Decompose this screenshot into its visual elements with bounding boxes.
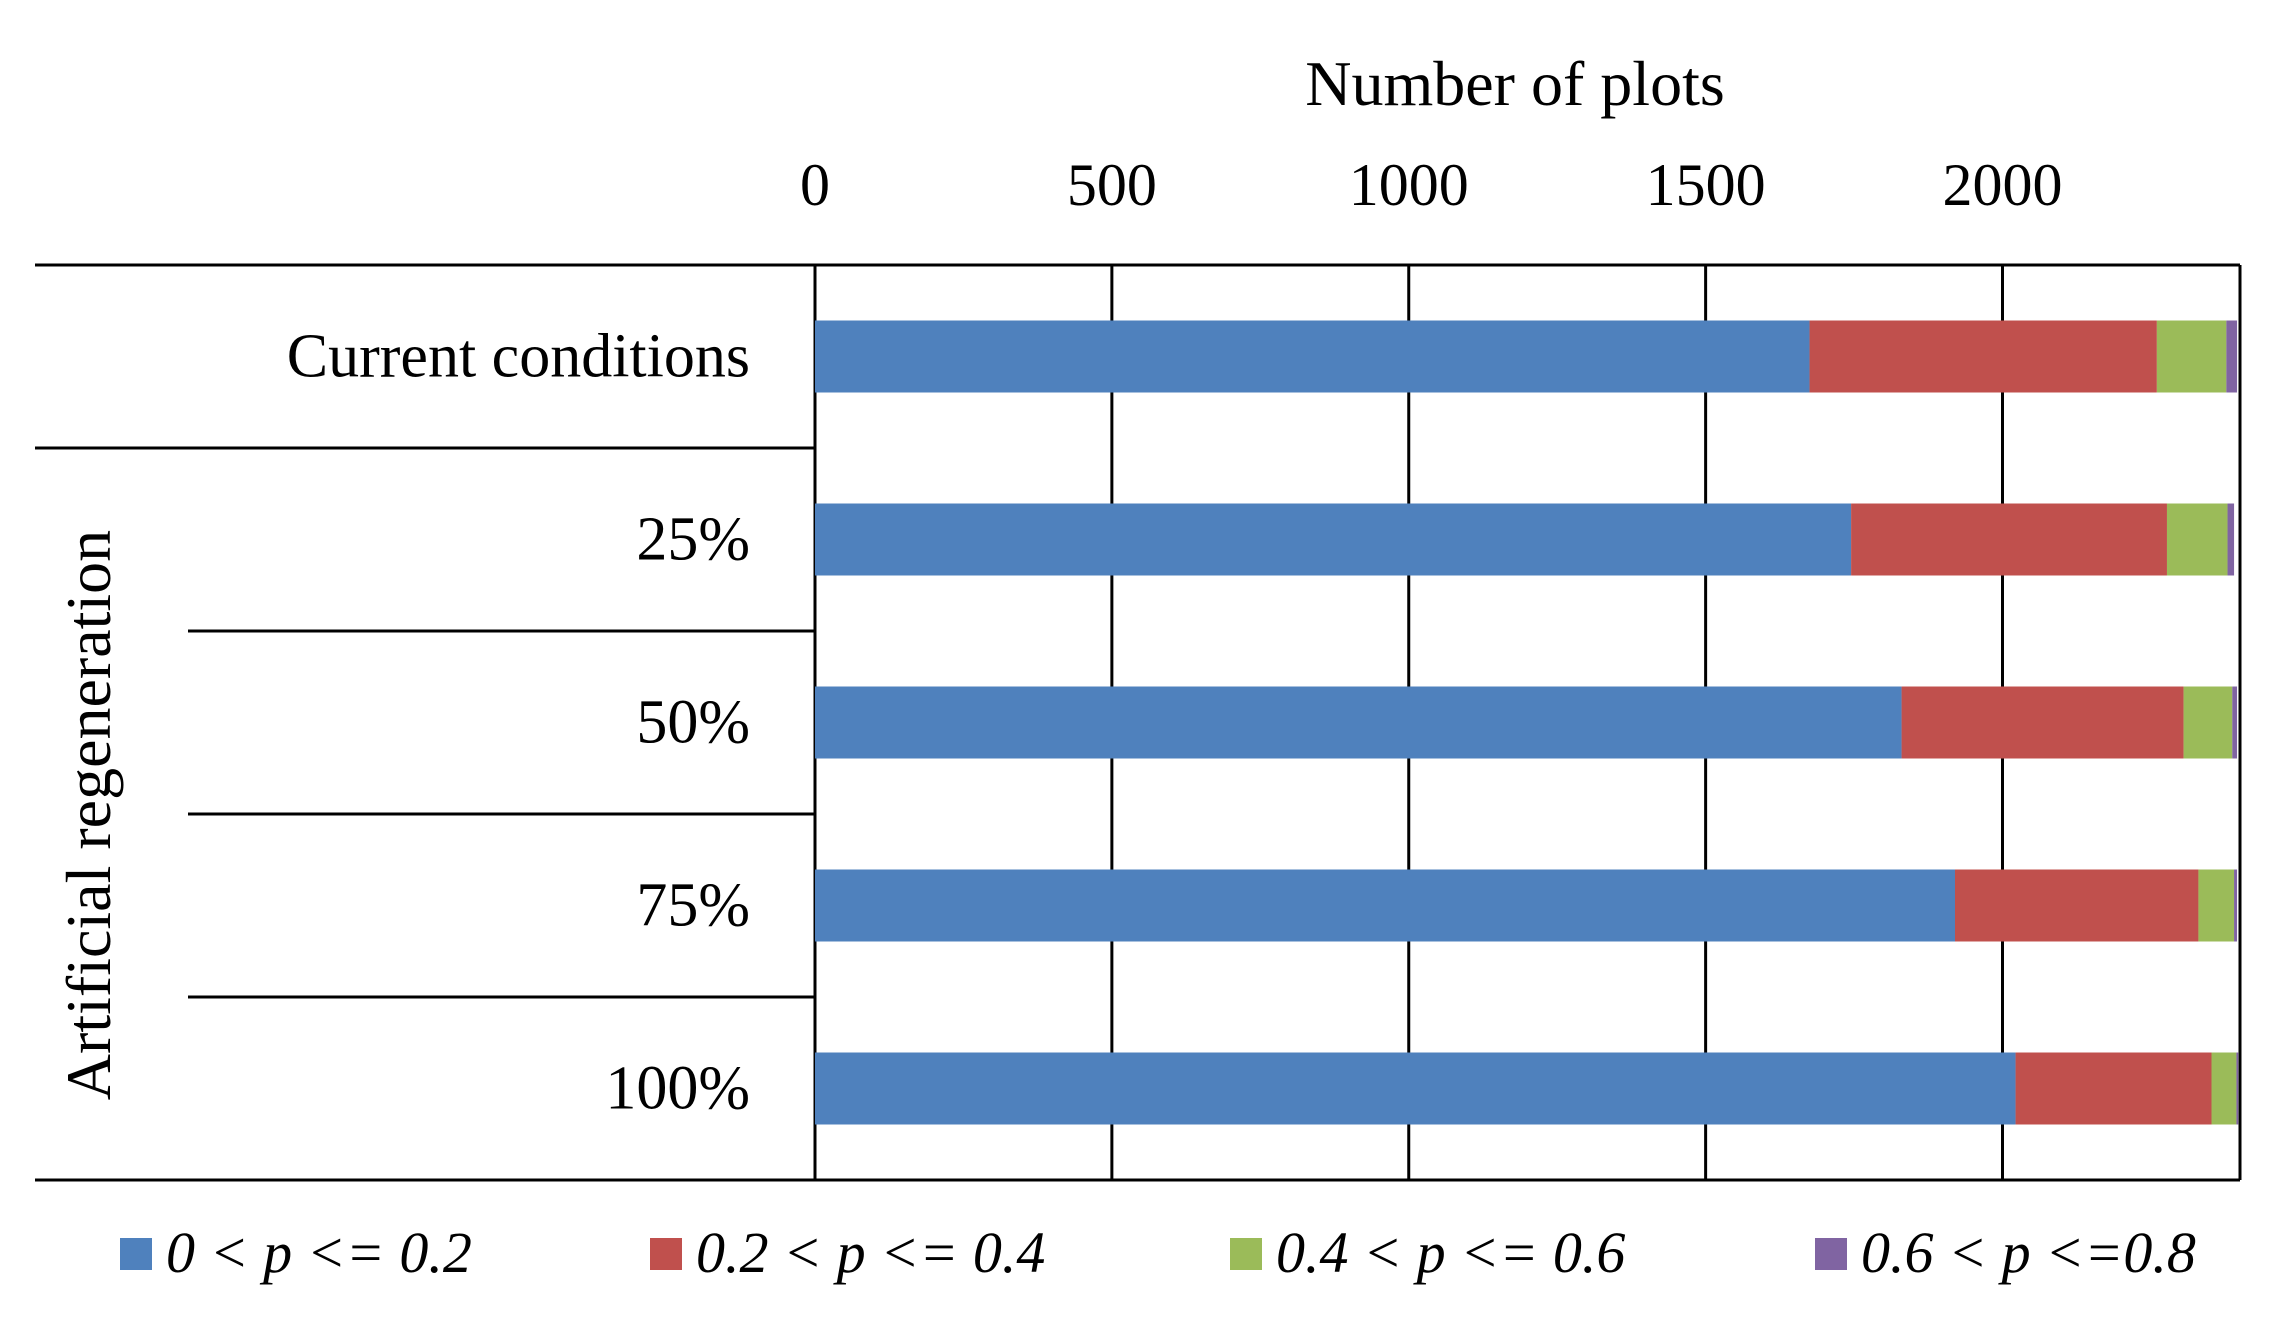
bar-segment-1-row-4	[815, 869, 1955, 942]
category-label: 50%	[636, 689, 750, 757]
bar-segment-4-row-2	[2227, 503, 2235, 576]
category-labels: Current conditions 25% 50% 75% 100%	[287, 323, 750, 1123]
legend-label: 0.6 < p <=0.8	[1861, 1220, 2196, 1285]
legend-swatch-1	[120, 1238, 152, 1270]
bar-segment-2-row-5	[2015, 1052, 2212, 1125]
table-frame	[35, 263, 2242, 1182]
bar-segment-2-row-1	[1809, 320, 2157, 393]
x-tick-label: 500	[1067, 152, 1157, 218]
x-tick-label: 2000	[1943, 152, 2063, 218]
legend-label: 0.4 < p <= 0.6	[1276, 1220, 1625, 1285]
category-label: 25%	[636, 506, 750, 574]
x-tick-label: 0	[800, 152, 830, 218]
legend-swatch-3	[1230, 1238, 1262, 1270]
bar-segment-3-row-2	[2166, 503, 2228, 576]
legend-swatch-4	[1815, 1238, 1847, 1270]
bar-segment-1-row-3	[815, 686, 1902, 759]
bar-segment-3-row-5	[2211, 1052, 2237, 1125]
legend-label: 0.2 < p <= 0.4	[696, 1220, 1045, 1285]
legend-swatch-2	[650, 1238, 682, 1270]
bar-segment-4-row-3	[2232, 686, 2238, 759]
group-label: Artificial regeneration	[53, 530, 124, 1100]
bar-segment-3-row-1	[2156, 320, 2227, 393]
bar-segment-1-row-5	[815, 1052, 2016, 1125]
bar-segment-3-row-3	[2183, 686, 2233, 759]
x-axis-title: Number of plots	[1305, 48, 1725, 119]
bar-segment-2-row-4	[1955, 869, 2199, 942]
bar-segment-1-row-2	[815, 503, 1852, 576]
legend: 0 < p <= 0.2 0.2 < p <= 0.4 0.4 < p <= 0.6…	[120, 1220, 2196, 1285]
category-label: 100%	[605, 1055, 750, 1123]
category-label: 75%	[636, 872, 750, 940]
legend-label: 0 < p <= 0.2	[166, 1220, 472, 1285]
bar-segment-4-row-5	[2236, 1052, 2239, 1125]
bar-segment-1-row-1	[815, 320, 1810, 393]
x-tick-label: 1000	[1349, 152, 1469, 218]
bar-segment-4-row-1	[2226, 320, 2238, 393]
bar-segment-2-row-2	[1851, 503, 2167, 576]
bar-segment-3-row-4	[2198, 869, 2235, 942]
x-axis-ticks: 0 500 1000 1500 2000	[800, 152, 2063, 218]
x-tick-label: 1500	[1646, 152, 1766, 218]
bar-segment-4-row-4	[2234, 869, 2238, 942]
category-label: Current conditions	[287, 323, 750, 391]
bars	[815, 320, 2239, 1125]
bar-segment-2-row-3	[1901, 686, 2184, 759]
